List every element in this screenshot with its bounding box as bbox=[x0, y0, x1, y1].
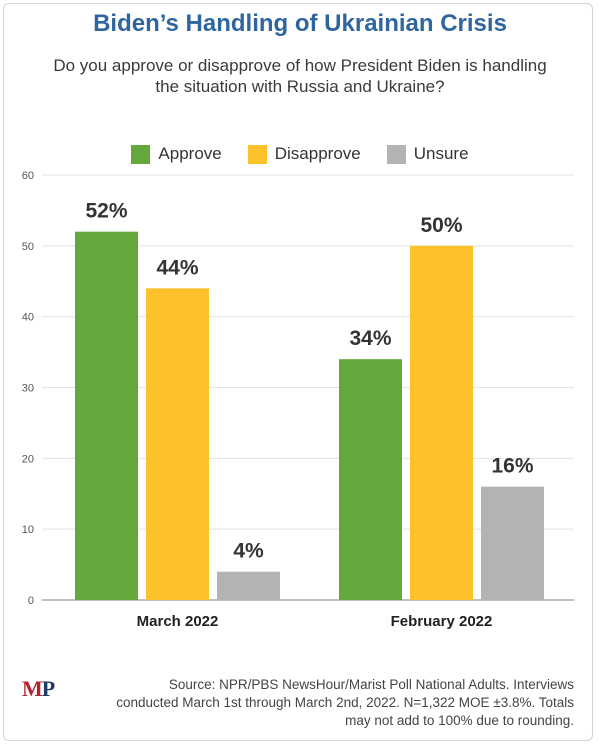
legend-swatch-approve bbox=[131, 144, 151, 164]
y-tick-label: 0 bbox=[28, 595, 34, 607]
bar-approve-1 bbox=[339, 359, 402, 600]
legend-label-unsure: Unsure bbox=[413, 144, 469, 163]
source-note: Source: NPR/PBS NewsHour/Marist Poll Nat… bbox=[116, 677, 574, 728]
legend-label-approve: Approve bbox=[158, 144, 222, 163]
data-label: 52% bbox=[85, 200, 127, 223]
legend-swatch-disapprove bbox=[247, 144, 267, 164]
legend: Approve Disapprove Unsure bbox=[0, 144, 600, 164]
bar-disapprove-0 bbox=[146, 288, 209, 600]
x-category-label: February 2022 bbox=[391, 613, 493, 630]
legend-item-approve: Approve bbox=[131, 144, 222, 164]
legend-swatch-unsure bbox=[386, 144, 406, 164]
data-label: 16% bbox=[491, 455, 533, 478]
legend-item-disapprove: Disapprove bbox=[247, 144, 361, 164]
legend-label-disapprove: Disapprove bbox=[274, 144, 361, 163]
y-tick-label: 30 bbox=[22, 383, 34, 395]
data-label: 4% bbox=[233, 540, 264, 563]
y-tick-label: 20 bbox=[22, 453, 34, 465]
data-label: 50% bbox=[420, 214, 462, 237]
chart-title: Biden’s Handling of Ukrainian Crisis bbox=[93, 10, 507, 37]
bar-disapprove-1 bbox=[410, 245, 473, 601]
x-category-label: March 2022 bbox=[137, 613, 219, 630]
bar-unsure-1 bbox=[481, 486, 544, 600]
y-tick-label: 40 bbox=[22, 312, 34, 324]
bar-unsure-0 bbox=[217, 571, 280, 600]
bar-approve-0 bbox=[75, 231, 138, 600]
logo-letter-p: P bbox=[41, 676, 55, 701]
y-tick-label: 10 bbox=[22, 524, 34, 536]
y-tick-label: 60 bbox=[22, 170, 34, 182]
logo-letter-m: M bbox=[22, 676, 43, 701]
data-label: 44% bbox=[156, 256, 198, 279]
data-label: 34% bbox=[349, 327, 391, 350]
marist-poll-logo: MP bbox=[22, 676, 55, 702]
legend-item-unsure: Unsure bbox=[386, 144, 469, 164]
chart-subtitle: Do you approve or disapprove of how Pres… bbox=[53, 56, 547, 96]
y-tick-label: 50 bbox=[22, 241, 34, 253]
